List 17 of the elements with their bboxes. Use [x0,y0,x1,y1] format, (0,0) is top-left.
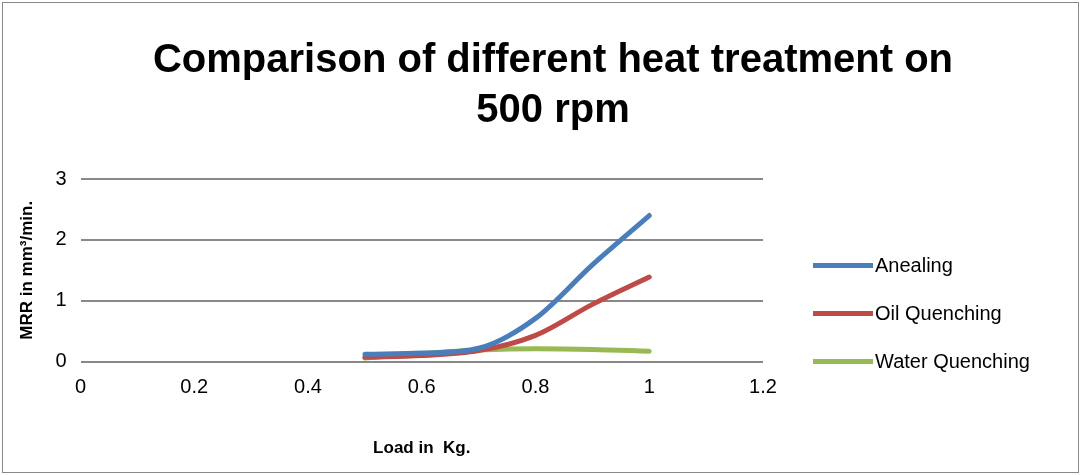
x-tick-label: 0 [74,375,87,398]
y-tick-label: 3 [55,166,67,189]
y-tick-label: 0 [55,349,67,372]
y-axis-title: MRR in mm³/min. [16,200,36,340]
x-tick-label: 0.6 [407,375,436,398]
chart-title: Comparison of different heat treatment on 500 rpm [151,35,955,132]
x-tick-label: 0.2 [180,375,209,398]
y-tick-label: 1 [55,288,67,311]
y-tick-label: 2 [55,227,67,250]
x-tick-label: 1 [643,375,655,398]
legend-label: Water Quenching [875,349,1030,373]
x-tick-label: 0.8 [521,375,550,398]
legend-label: Anealing [875,253,953,277]
legend-label: Oil Quenching [875,301,1002,325]
x-tick-label: 0.4 [294,375,322,398]
x-tick-label: 1.2 [749,375,777,398]
x-axis-title: Load in Kg. [373,438,471,458]
